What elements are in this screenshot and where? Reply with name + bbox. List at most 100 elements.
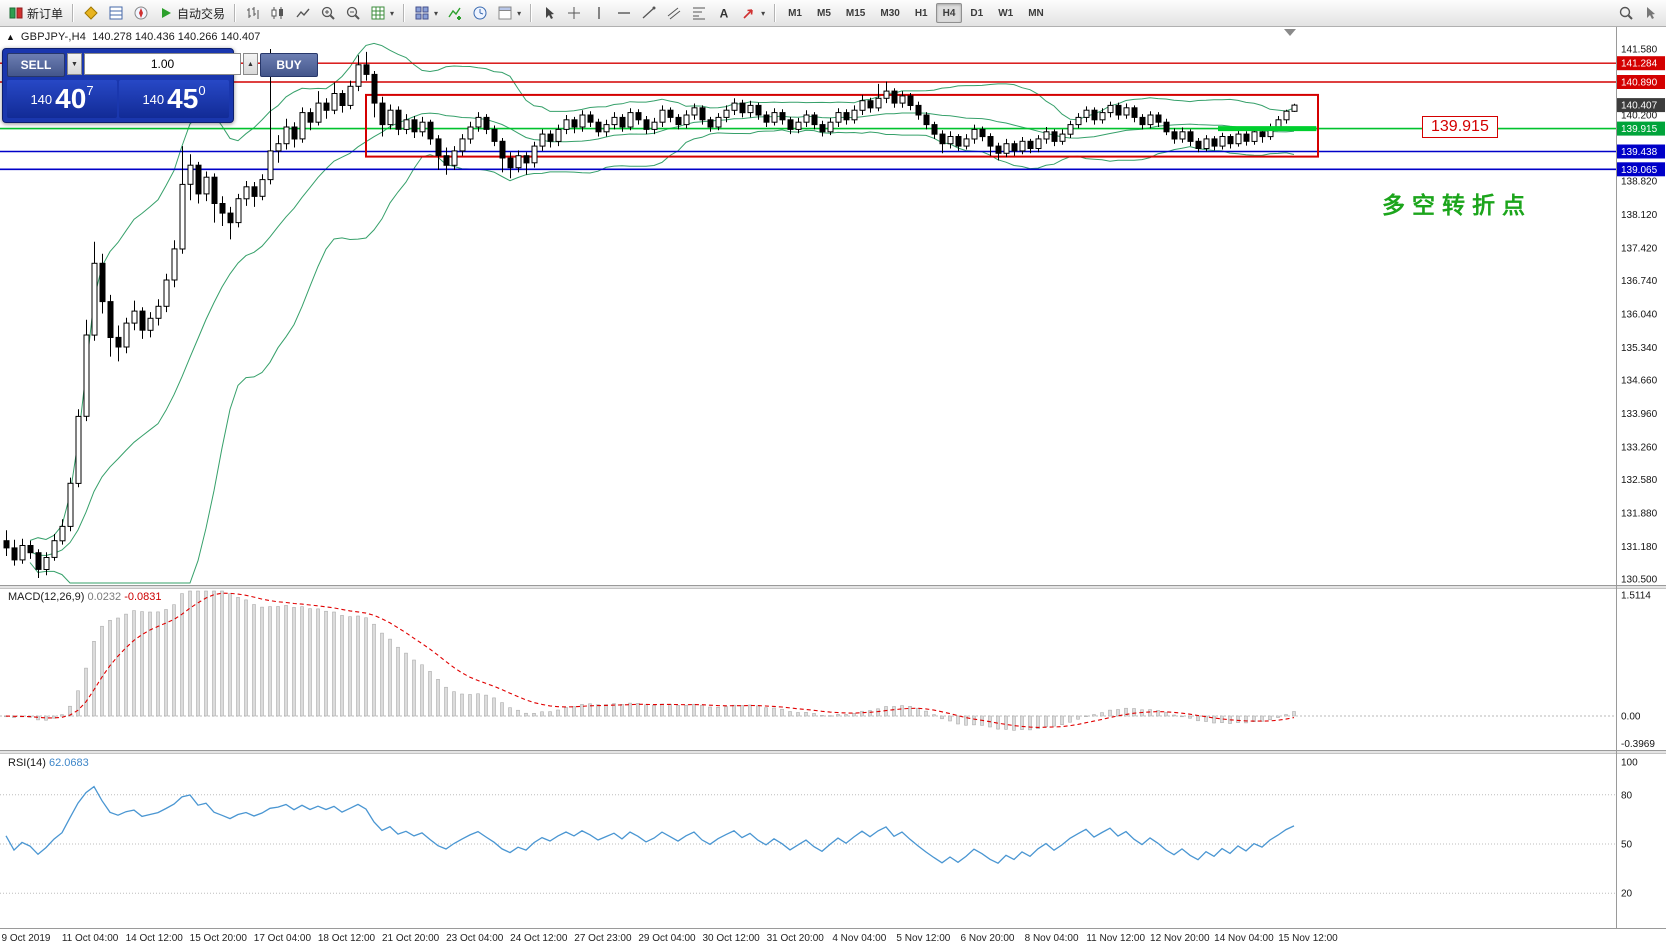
autotrading-button[interactable]: 自动交易	[154, 2, 229, 24]
zoom-in-button[interactable]	[316, 2, 340, 24]
new-chart-icon	[370, 5, 386, 21]
channel-icon	[666, 5, 682, 21]
data-window-icon	[108, 5, 124, 21]
line-chart-icon	[295, 5, 311, 21]
dropdown-caret-icon: ▾	[390, 8, 395, 18]
new-chart-button[interactable]: ▾	[366, 2, 398, 24]
clock-button[interactable]	[468, 2, 492, 24]
svg-text:138.120: 138.120	[1621, 210, 1658, 221]
data-window-button[interactable]	[104, 2, 128, 24]
svg-text:136.040: 136.040	[1621, 310, 1658, 321]
fibonacci-button[interactable]	[687, 2, 711, 24]
cursor-icon	[541, 5, 557, 21]
svg-text:8 Nov 04:00: 8 Nov 04:00	[1025, 933, 1079, 944]
tile-windows-button[interactable]: ▾	[410, 2, 442, 24]
candlestick-icon	[270, 5, 286, 21]
svg-text:141.580: 141.580	[1621, 45, 1658, 56]
bar-chart-button[interactable]	[241, 2, 265, 24]
new-order-button[interactable]: 新订单	[4, 2, 67, 24]
svg-text:9 Oct 2019: 9 Oct 2019	[2, 933, 51, 944]
pointer-button[interactable]	[1638, 2, 1662, 24]
template-icon	[497, 5, 513, 21]
svg-text:27 Oct 23:00: 27 Oct 23:00	[574, 933, 632, 944]
autotrading-icon	[158, 5, 174, 21]
svg-text:-0.3969: -0.3969	[1621, 739, 1655, 750]
horizontal-line-button[interactable]	[612, 2, 636, 24]
svg-text:5 Nov 12:00: 5 Nov 12:00	[896, 933, 950, 944]
autotrading-label: 自动交易	[177, 6, 226, 21]
zoom-out-button[interactable]	[341, 2, 365, 24]
svg-text:132.580: 132.580	[1621, 475, 1658, 486]
ohlc-values: 140.278 140.436 140.266 140.407	[92, 31, 261, 43]
vertical-line-button[interactable]	[587, 2, 611, 24]
svg-text:139.438: 139.438	[1621, 147, 1658, 158]
chart-title: ▲ GBPJPY-,H4 140.278 140.436 140.266 140…	[6, 31, 260, 43]
market-watch-button[interactable]	[79, 2, 103, 24]
text-button[interactable]: A	[712, 2, 736, 24]
timeframe-m5-button[interactable]: M5	[810, 3, 838, 23]
svg-text:131.880: 131.880	[1621, 509, 1658, 520]
timeframe-h4-button[interactable]: H4	[935, 3, 963, 23]
svg-text:23 Oct 04:00: 23 Oct 04:00	[446, 933, 504, 944]
channel-button[interactable]	[662, 2, 686, 24]
timeframe-d1-button[interactable]: D1	[963, 3, 990, 23]
candlestick-button[interactable]	[266, 2, 290, 24]
sell-price-big: 40	[55, 83, 87, 114]
cursor-button[interactable]	[537, 2, 561, 24]
timeframe-mn-button[interactable]: MN	[1021, 3, 1051, 23]
panel-chrome	[0, 27, 1666, 929]
bollinger-bands	[29, 42, 1295, 584]
consolidation-rectangle[interactable]	[365, 93, 1319, 158]
svg-text:80: 80	[1621, 790, 1633, 801]
svg-text:135.340: 135.340	[1621, 343, 1658, 354]
timeframe-m15-button[interactable]: M15	[839, 3, 872, 23]
svg-text:6 Nov 20:00: 6 Nov 20:00	[961, 933, 1015, 944]
svg-text:30 Oct 12:00: 30 Oct 12:00	[702, 933, 760, 944]
template-button[interactable]: ▾	[493, 2, 525, 24]
volume-increase-button[interactable]: ▲	[243, 53, 258, 75]
buy-button[interactable]: BUY	[260, 53, 318, 77]
timeframe-w1-button[interactable]: W1	[991, 3, 1020, 23]
indicators-button[interactable]	[443, 2, 467, 24]
macd-panel[interactable]: 1.5114 0.00 -0.3969	[0, 591, 1655, 750]
toolbar: 新订单 自动交易 ▾ ▾ ▾ A ▾ M1 M5 M15 M30 H1 H4 D1 W1 MN	[0, 0, 1666, 27]
svg-text:0.00: 0.00	[1621, 712, 1641, 723]
timeframe-m30-button[interactable]: M30	[873, 3, 906, 23]
tile-windows-icon	[414, 5, 430, 21]
timeframe-m1-button[interactable]: M1	[781, 3, 809, 23]
arrows-button[interactable]: ▾	[737, 2, 769, 24]
horizontal-line-icon	[616, 5, 632, 21]
clock-icon	[472, 5, 488, 21]
trendline-button[interactable]	[637, 2, 661, 24]
svg-text:130.500: 130.500	[1621, 575, 1658, 586]
line-chart-button[interactable]	[291, 2, 315, 24]
rsi-panel[interactable]: 100 80 50 20	[0, 758, 1638, 900]
sell-button[interactable]: SELL	[7, 53, 65, 77]
svg-text:134.660: 134.660	[1621, 376, 1658, 387]
svg-text:133.260: 133.260	[1621, 443, 1658, 454]
time-axis[interactable]: 9 Oct 2019 11 Oct 04:00 14 Oct 12:00 15 Oct…	[2, 933, 1339, 944]
rsi-label: RSI(14) 62.0683	[8, 757, 89, 769]
price-axis[interactable]: 141.580 140.200 138.820 138.120 137.420 136.7…	[1617, 45, 1665, 586]
chart-shift-marker[interactable]	[1284, 29, 1296, 36]
crosshair-button[interactable]	[562, 2, 586, 24]
navigator-button[interactable]	[129, 2, 153, 24]
sell-price-box[interactable]: 140 40 7	[7, 80, 117, 118]
svg-text:100: 100	[1621, 758, 1638, 769]
svg-text:50: 50	[1621, 840, 1633, 851]
svg-text:138.820: 138.820	[1621, 177, 1658, 188]
buy-price-box[interactable]: 140 45 0	[119, 80, 229, 118]
toolbar-separator	[530, 4, 533, 22]
svg-text:4 Nov 04:00: 4 Nov 04:00	[832, 933, 886, 944]
volume-input[interactable]	[84, 53, 241, 75]
buy-price-big: 45	[167, 83, 199, 114]
collapse-panel-icon[interactable]: ▲	[6, 32, 15, 42]
candlestick-series[interactable]	[3, 49, 1298, 578]
volume-decrease-button[interactable]: ▼	[67, 53, 82, 75]
svg-text:15 Oct 20:00: 15 Oct 20:00	[190, 933, 248, 944]
search-button[interactable]	[1614, 2, 1638, 24]
timeframe-h1-button[interactable]: H1	[908, 3, 935, 23]
zoom-in-icon	[320, 5, 336, 21]
